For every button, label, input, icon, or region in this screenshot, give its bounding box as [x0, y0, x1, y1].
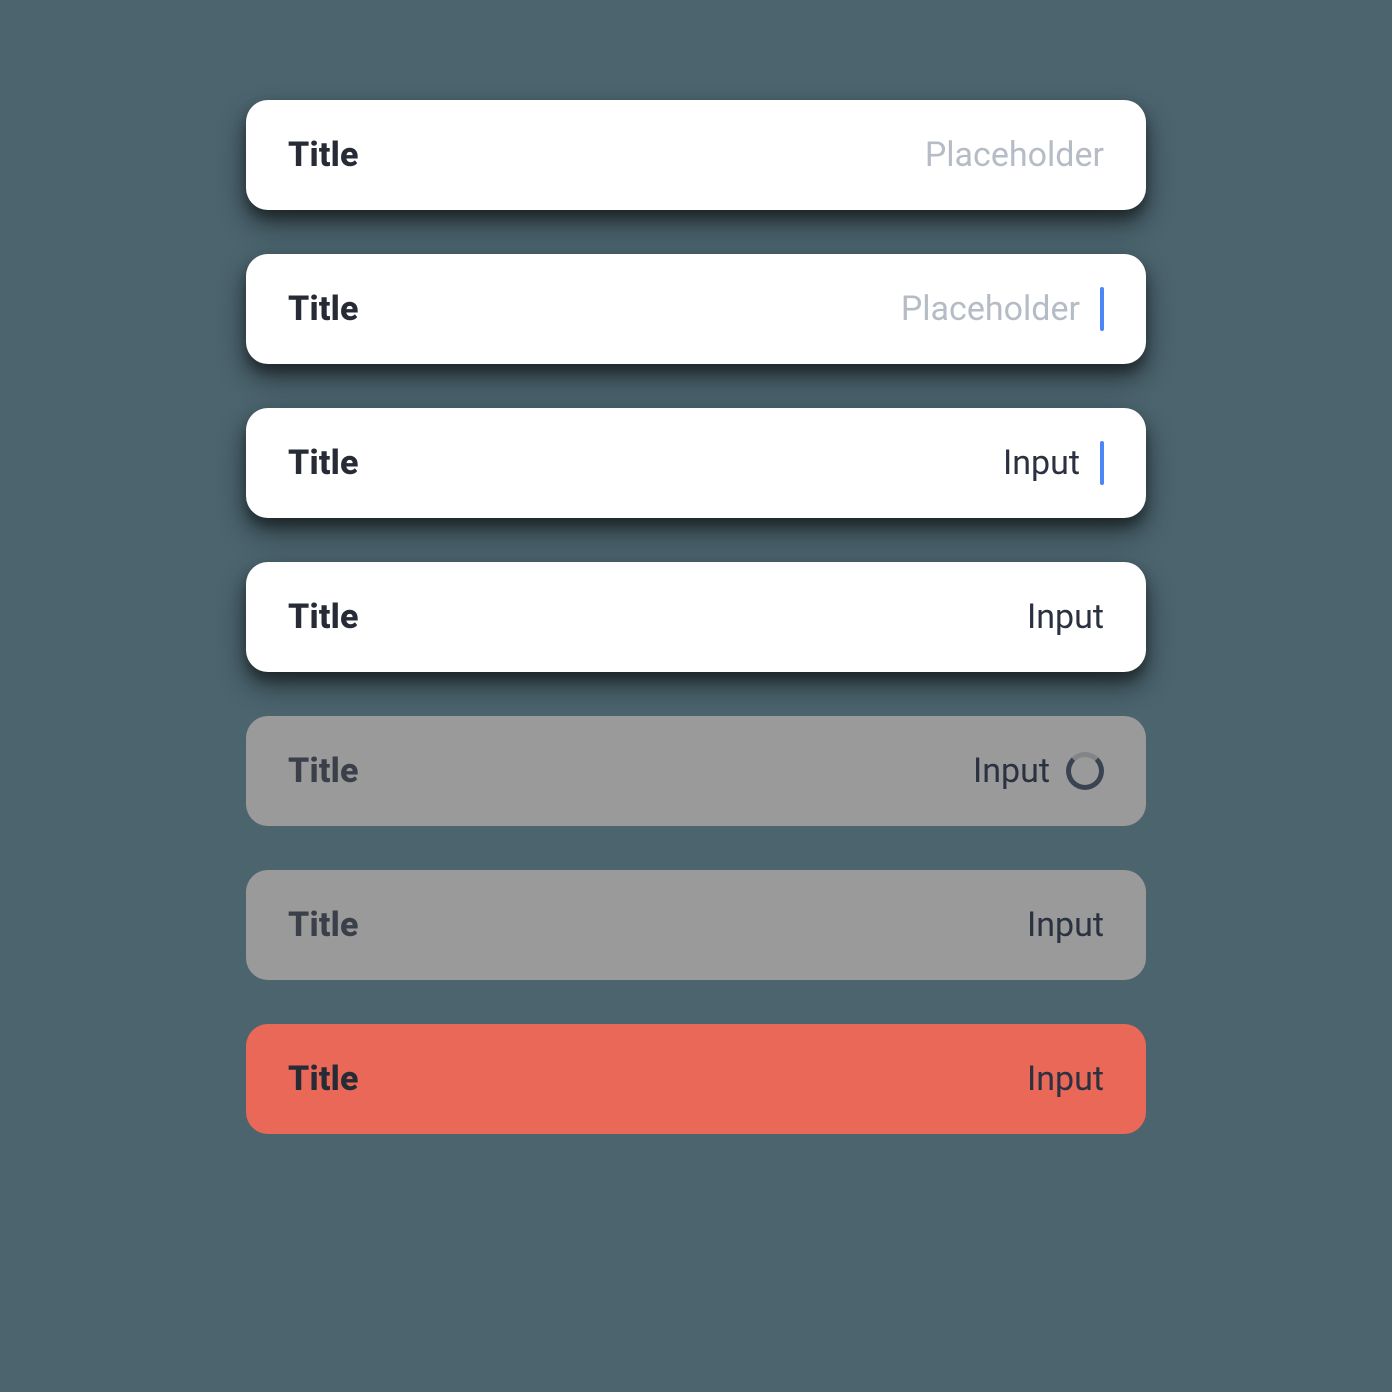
input-field-focused-typing[interactable]: Title Input	[246, 408, 1146, 518]
input-field-disabled-loading: Title Input	[246, 716, 1146, 826]
field-title: Title	[288, 751, 359, 791]
field-value: Input	[1027, 597, 1104, 637]
field-title: Title	[288, 1059, 359, 1099]
loading-spinner-icon	[1066, 752, 1104, 790]
input-field-filled[interactable]: Title Input	[246, 562, 1146, 672]
input-field-focused-empty[interactable]: Title Placeholder	[246, 254, 1146, 364]
field-value-area: Placeholder	[925, 135, 1104, 175]
field-title: Title	[288, 135, 359, 175]
field-value-area: Input	[973, 751, 1104, 791]
field-value-area: Input	[1003, 441, 1104, 485]
field-value-area: Input	[1027, 1059, 1104, 1099]
input-field-default[interactable]: Title Placeholder	[246, 100, 1146, 210]
field-value-area: Input	[1027, 597, 1104, 637]
field-value: Input	[1027, 1059, 1104, 1099]
input-states-stack: Title Placeholder Title Placeholder Titl…	[246, 100, 1146, 1134]
input-field-disabled: Title Input	[246, 870, 1146, 980]
field-value-area: Input	[1027, 905, 1104, 945]
field-value-area: Placeholder	[901, 287, 1104, 331]
field-title: Title	[288, 905, 359, 945]
field-title: Title	[288, 597, 359, 637]
field-placeholder: Placeholder	[901, 289, 1080, 329]
input-field-error[interactable]: Title Input	[246, 1024, 1146, 1134]
text-caret	[1100, 441, 1104, 485]
text-caret	[1100, 287, 1104, 331]
field-value: Input	[1003, 443, 1080, 483]
field-title: Title	[288, 443, 359, 483]
field-title: Title	[288, 289, 359, 329]
field-placeholder: Placeholder	[925, 135, 1104, 175]
field-value: Input	[1027, 905, 1104, 945]
field-value: Input	[973, 751, 1050, 791]
